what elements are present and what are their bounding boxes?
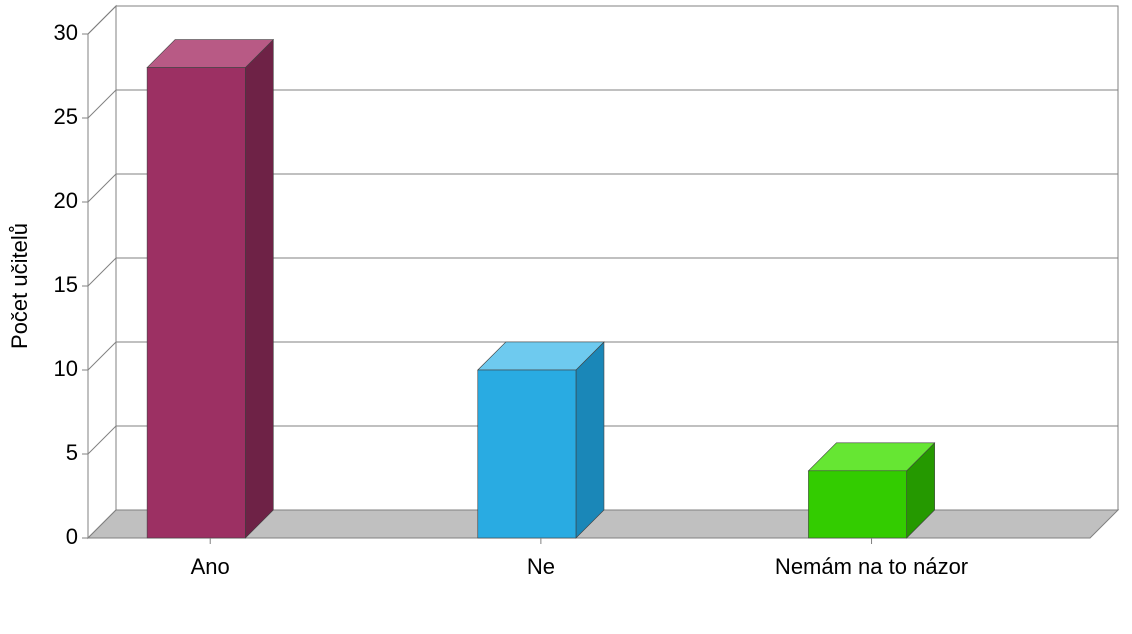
y-tick-label: 5 <box>66 440 78 466</box>
y-tick-label: 25 <box>54 104 78 130</box>
bar-chart-3d: Počet učitelů 0 5 10 15 20 25 30 Ano Ne Nemám na … <box>0 0 1132 634</box>
y-tick-label: 15 <box>54 272 78 298</box>
x-tick-label: Ne <box>527 554 555 580</box>
y-tick-label: 30 <box>54 20 78 46</box>
x-tick-label: Ano <box>191 554 230 580</box>
y-tick-label: 0 <box>66 524 78 550</box>
y-axis-label: Počet učitelů <box>7 223 33 349</box>
y-tick-label: 10 <box>54 356 78 382</box>
y-tick-label: 20 <box>54 188 78 214</box>
chart-canvas <box>0 0 1132 634</box>
x-tick-label: Nemám na to názor <box>775 554 968 580</box>
